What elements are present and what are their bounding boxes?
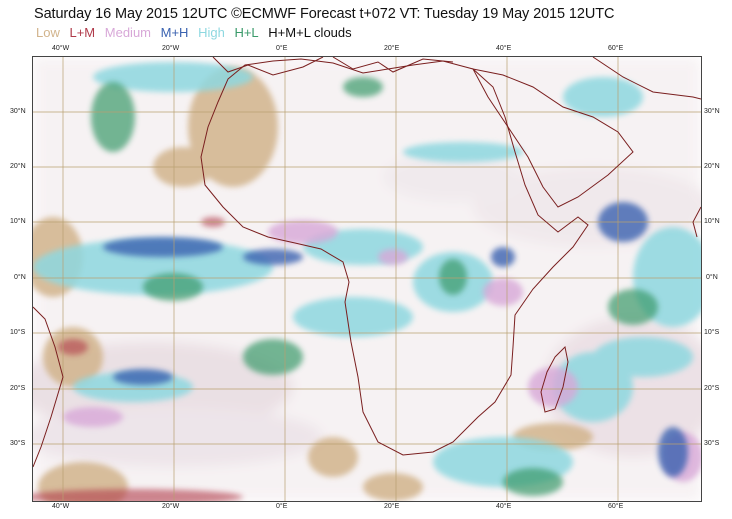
cloud-layer-low-medium xyxy=(33,217,243,501)
lat-label-left-30s: 30°S xyxy=(10,440,26,447)
legend-low: Low xyxy=(36,25,60,40)
cloud-cover-map xyxy=(32,56,702,502)
lat-label-right-20s: 20°S xyxy=(704,385,720,392)
legend-medium: Medium xyxy=(104,25,152,40)
lat-label-left-30n: 30°N xyxy=(10,108,26,115)
lat-label-right-0n: 0°N xyxy=(706,274,718,281)
lat-label-right-10n: 10°N xyxy=(704,218,720,225)
lat-label-left-10s: 10°S xyxy=(10,329,26,336)
legend-high: High xyxy=(198,25,225,40)
iran-coast xyxy=(592,57,701,100)
south-america-coast xyxy=(33,306,64,468)
lon-label-bottom-0e: 0°E xyxy=(276,503,288,510)
mediterranean-coast xyxy=(332,57,454,73)
cloud-layer-medium-high xyxy=(103,202,688,477)
map-title: Saturday 16 May 2015 12UTC ©ECMWF Foreca… xyxy=(34,6,615,22)
europe-coast xyxy=(212,57,324,76)
lat-label-right-30n: 30°N xyxy=(704,108,720,115)
lon-label-bottom-40w: 40°W xyxy=(52,503,70,510)
africa-coast xyxy=(200,58,589,456)
cloud-legend: Low L+M Medium M+H High H+L H+M+L clouds xyxy=(36,25,358,40)
lat-label-left-0n: 0°N xyxy=(14,274,26,281)
lat-label-right-30s: 30°S xyxy=(704,440,720,447)
lon-label-top-20w: 20°W xyxy=(162,45,180,52)
lat-label-left-20n: 20°N xyxy=(10,163,26,170)
lon-label-top-40w: 40°W xyxy=(52,45,70,52)
lat-lon-grid xyxy=(33,57,701,501)
lon-label-top-40e: 40°E xyxy=(496,45,512,52)
madagascar-coast xyxy=(540,345,569,413)
cloud-cover-map-svg xyxy=(33,57,701,501)
lon-label-top-0e: 0°E xyxy=(276,45,288,52)
arabia-coast xyxy=(472,68,634,208)
lon-label-bottom-20e: 20°E xyxy=(384,503,400,510)
lon-label-top-20e: 20°E xyxy=(384,45,400,52)
legend-medium-high: M+H xyxy=(160,25,189,40)
lat-label-left-20s: 20°S xyxy=(10,385,26,392)
cloud-layer-high-low xyxy=(91,77,658,496)
legend-all-levels: H+M+L clouds xyxy=(268,25,352,40)
coastlines xyxy=(33,57,701,468)
lon-label-bottom-60e: 60°E xyxy=(608,503,624,510)
lon-label-top-60e: 60°E xyxy=(608,45,624,52)
legend-low-medium: L+M xyxy=(69,25,96,40)
lat-label-right-20n: 20°N xyxy=(704,163,720,170)
lon-label-bottom-20w: 20°W xyxy=(162,503,180,510)
legend-high-low: H+L xyxy=(234,25,259,40)
lon-label-bottom-40e: 40°E xyxy=(496,503,512,510)
lat-label-left-10n: 10°N xyxy=(10,218,26,225)
lat-label-right-10s: 10°S xyxy=(704,329,720,336)
india-coast xyxy=(692,206,701,238)
